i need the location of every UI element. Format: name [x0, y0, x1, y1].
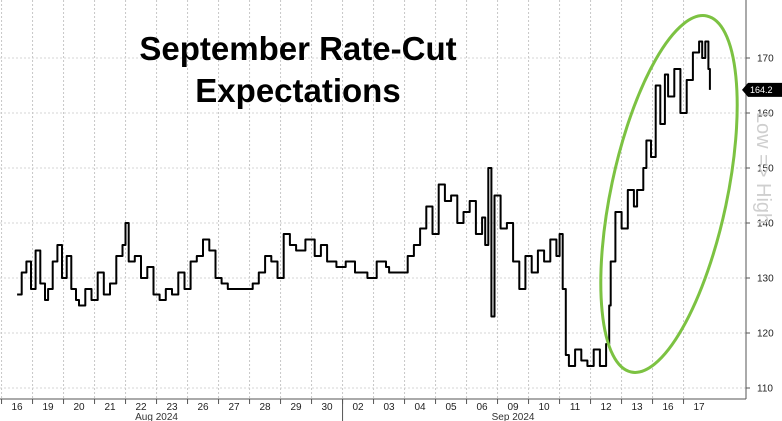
- x-tick-label: 03: [383, 402, 395, 413]
- y-axis-ticks: 110 120 130 140 150 160 170: [746, 54, 774, 395]
- x-tick-label: 29: [290, 402, 302, 413]
- y-tick-label: 170: [757, 54, 774, 65]
- x-tick-label: 02: [352, 402, 364, 413]
- last-value-label: 164.2: [750, 85, 773, 95]
- x-tick-label: 06: [476, 402, 488, 413]
- x-tick-label: 22: [135, 402, 147, 413]
- x-axis-ticks: 16 19 20 21 22 23 26 27 28 29 30 02 03 04 05 06 09 10 11 12…: [1, 399, 705, 421]
- x-tick-label: 04: [414, 402, 426, 413]
- y-tick-label: 150: [757, 164, 774, 175]
- grid-lines: [0, 0, 746, 399]
- x-tick-label: 17: [693, 402, 705, 413]
- y-tick-label: 120: [757, 329, 774, 340]
- x-tick-label: 16: [662, 402, 674, 413]
- x-tick-label: 21: [104, 402, 116, 413]
- month-label: Aug 2024: [135, 412, 178, 421]
- last-value-marker: 164.2: [742, 82, 782, 97]
- x-tick-label: 28: [259, 402, 271, 413]
- x-tick-label: 26: [197, 402, 209, 413]
- highlight-ellipse: [599, 14, 739, 374]
- month-labels: Aug 2024 Sep 2024: [135, 412, 535, 421]
- x-tick-label: 30: [321, 402, 333, 413]
- month-label: Sep 2024: [492, 412, 535, 421]
- series-line: [17, 40, 711, 367]
- x-tick-label: 13: [631, 402, 643, 413]
- y-tick-label: 160: [757, 109, 774, 120]
- x-tick-label: 23: [166, 402, 178, 413]
- x-tick-label: 05: [445, 402, 457, 413]
- x-tick-label: 27: [228, 402, 240, 413]
- y-tick-label: 110: [757, 384, 773, 395]
- x-tick-label: 09: [507, 402, 519, 413]
- y-tick-label: 130: [757, 274, 774, 285]
- y-axis-strip: [746, 0, 782, 399]
- x-tick-label: 11: [570, 402, 581, 413]
- x-tick-label: 19: [42, 402, 54, 413]
- x-tick-label: 16: [11, 402, 23, 413]
- watermark-text: Low => High: [752, 112, 774, 224]
- x-tick-label: 20: [73, 402, 85, 413]
- x-tick-label: 12: [600, 402, 612, 413]
- chart-title-line-2: Expectations: [195, 72, 400, 109]
- chart-title-line-1: September Rate-Cut: [139, 30, 456, 67]
- x-tick-label: 10: [538, 402, 550, 413]
- y-tick-label: 140: [757, 219, 774, 230]
